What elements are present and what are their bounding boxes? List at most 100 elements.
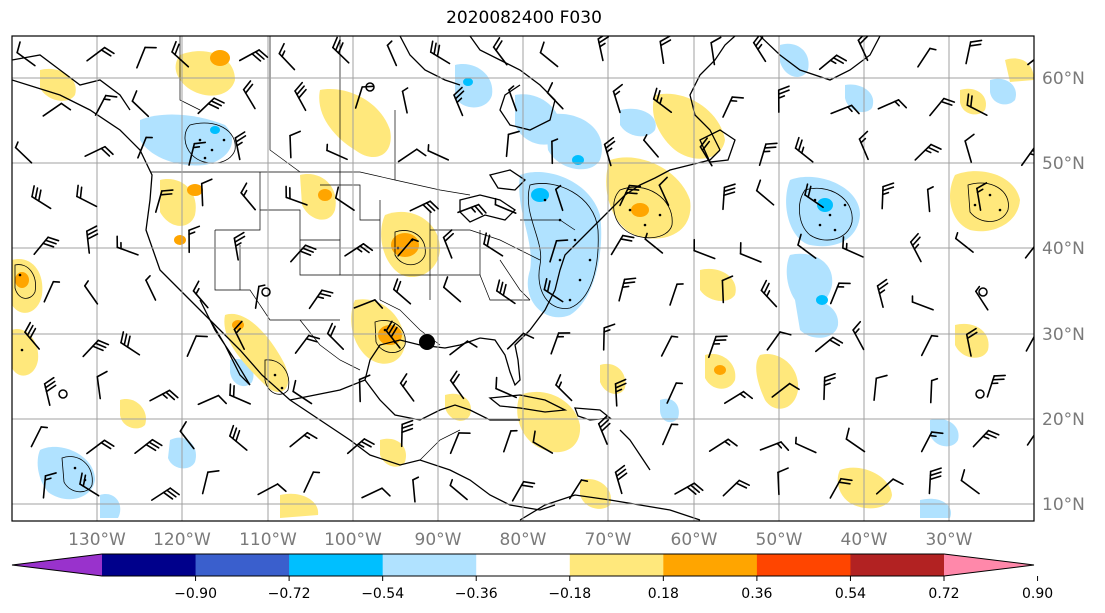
wind-barb <box>804 183 824 209</box>
wind-barb <box>505 130 520 158</box>
wind-barb <box>392 278 412 305</box>
wind-barb <box>229 424 248 451</box>
wind-barb <box>965 39 983 65</box>
wind-barb <box>920 431 944 453</box>
wind-barb <box>777 85 790 113</box>
wind-barb <box>511 480 536 502</box>
wind-barb <box>303 471 321 493</box>
longitude-labels: 130°W 120°W 110°W 100°W 90°W 80°W 70°W 6… <box>68 530 973 550</box>
wind-barb <box>401 87 409 114</box>
wind-barb <box>86 46 115 62</box>
lat-label: 10°N <box>1042 495 1085 515</box>
wind-barb <box>644 232 664 254</box>
wind-barb <box>186 335 208 357</box>
wind-barb <box>116 235 139 256</box>
wind-barb <box>758 142 778 167</box>
wind-barb <box>412 476 420 503</box>
lat-label: 30°N <box>1042 325 1085 345</box>
wind-barb <box>285 185 308 206</box>
wind-barb <box>192 280 209 309</box>
colorbar-tick-label: 0.18 <box>648 586 679 602</box>
wind-barb <box>597 36 610 62</box>
wind-barb <box>294 334 321 354</box>
wind-barb <box>722 479 750 497</box>
wind-barb <box>449 340 478 356</box>
lon-label: 40°W <box>841 530 888 550</box>
wind-barb <box>760 279 778 308</box>
wind-barb <box>554 184 564 212</box>
lon-label: 90°W <box>415 530 462 550</box>
latitude-labels: 60°N 50°N 40°N 30°N 20°N 10°N <box>1042 69 1085 515</box>
wind-barb <box>643 134 659 158</box>
lat-label: 60°N <box>1042 69 1085 89</box>
wind-barb <box>543 278 564 303</box>
wind-barb <box>24 321 40 350</box>
wind-barb <box>876 278 889 309</box>
wind-barb <box>966 93 988 117</box>
wind-barb <box>483 232 504 257</box>
wind-barb <box>532 430 554 454</box>
colorbar-tick-label: −0.54 <box>361 586 404 602</box>
colorbar-swatch <box>289 554 384 576</box>
wind-barb <box>449 370 465 400</box>
wind-barb <box>292 379 313 405</box>
wind-barb <box>603 136 616 167</box>
wind-barb <box>254 284 266 309</box>
wind-barb <box>332 36 350 64</box>
wind-barb <box>151 487 180 501</box>
wind-barb <box>669 283 684 306</box>
wind-barb <box>495 376 517 399</box>
wind-barb <box>453 86 465 117</box>
wind-barb <box>42 102 72 117</box>
map-frame <box>11 35 1035 522</box>
wind-barb <box>442 276 462 303</box>
wind-barb <box>710 36 722 66</box>
wind-barb <box>619 184 642 207</box>
wind-barb <box>82 339 110 358</box>
wind-barb <box>397 148 427 163</box>
wind-barb <box>233 231 246 261</box>
wind-barb <box>614 464 628 495</box>
wind-barb <box>397 238 419 257</box>
wind-barb <box>602 323 616 351</box>
wind-barb <box>722 96 745 118</box>
wind-barb <box>909 232 922 263</box>
colorbar-swatch <box>850 554 945 576</box>
wind-barb <box>79 472 100 497</box>
colorbar-tick-label: −0.36 <box>455 586 498 602</box>
wind-barb <box>334 186 355 211</box>
wind-barb <box>136 46 157 69</box>
wind-barb <box>658 176 670 207</box>
wind-barb <box>31 185 52 210</box>
colorbar: −0.90 −0.72 −0.54 −0.36 −0.18 0.18 0.36 0.54 0.7… <box>11 553 1053 602</box>
wind-barb <box>614 378 627 407</box>
wind-barb <box>85 225 99 254</box>
wind-barb <box>290 244 317 263</box>
wind-barb <box>1024 245 1034 259</box>
map-panel <box>12 36 1034 521</box>
lat-label: 40°N <box>1042 239 1085 259</box>
wind-barb <box>242 80 256 110</box>
wind-barb <box>597 415 611 445</box>
wind-barb <box>873 374 888 401</box>
wind-barb <box>845 427 866 453</box>
lon-label: 120°W <box>153 530 211 550</box>
wind-barb <box>929 97 956 117</box>
wind-barb <box>551 138 559 165</box>
lon-label: 100°W <box>324 530 382 550</box>
wind-barb <box>708 438 738 453</box>
wind-barb <box>289 431 318 448</box>
wind-barb <box>42 472 57 499</box>
wind-barb <box>739 241 762 263</box>
wind-barb <box>346 438 375 455</box>
wind-barb <box>197 394 227 406</box>
wind-barb <box>881 182 895 210</box>
colorbar-swatch <box>102 554 197 576</box>
wind-barb <box>400 419 414 448</box>
wind-barb <box>179 421 195 450</box>
political-borders <box>150 36 576 461</box>
wind-barb <box>707 335 728 359</box>
wind-barb <box>83 280 99 305</box>
wind-barb <box>914 143 942 161</box>
lon-label: 60°W <box>671 530 718 550</box>
